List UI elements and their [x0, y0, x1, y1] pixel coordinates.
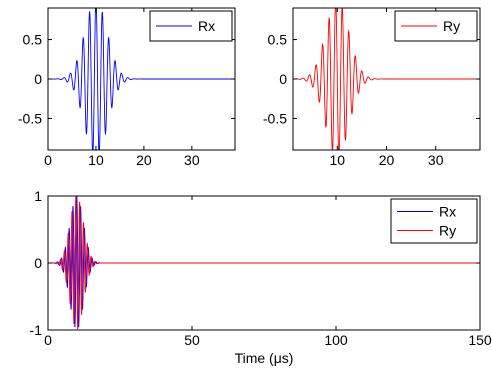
y-tick-label: -1: [30, 322, 43, 338]
x-tick-label: 10: [88, 152, 104, 168]
legend-label-ry: Ry: [443, 18, 460, 34]
y-tick-label: 0: [34, 255, 42, 271]
x-tick-label: 50: [184, 332, 200, 348]
y-tick-label: -0.5: [263, 110, 287, 126]
y-tick-label: 1: [34, 188, 42, 204]
series-line-rx: [48, 8, 235, 150]
x-tick-label: 150: [468, 332, 492, 348]
x-tick-label: 100: [324, 332, 348, 348]
legend: Rx Ry: [390, 198, 478, 244]
y-tick-label: 0: [279, 71, 287, 87]
x-tick-label: 0: [44, 332, 52, 348]
x-tick-label: 10: [330, 152, 346, 168]
series-line-ry: [293, 8, 480, 150]
y-tick-label: 0.5: [23, 32, 43, 48]
legend: Rx: [149, 10, 233, 42]
x-tick-label: 20: [379, 152, 395, 168]
series-line-ry: [48, 196, 480, 330]
chart-2: 10 20 30 0.5 0 -0.5 Ry: [263, 7, 481, 168]
legend-label-rx: Rx: [439, 204, 456, 220]
legend: Ry: [394, 10, 478, 42]
x-axis-label: Time (μs): [235, 350, 294, 366]
y-tick-label: 0.5: [268, 32, 288, 48]
y-tick-label: 0: [34, 71, 42, 87]
legend-label-ry: Ry: [439, 223, 456, 239]
legend-box: [390, 198, 478, 244]
legend-label-rx: Rx: [198, 18, 215, 34]
x-tick-label: 30: [184, 152, 200, 168]
chart-1: 0 10 20 30 0.5 0 -0.5 Rx: [18, 7, 236, 168]
x-tick-label: 30: [428, 152, 444, 168]
y-tick-label: -0.5: [18, 110, 42, 126]
x-tick-label: 20: [136, 152, 152, 168]
x-tick-label: 0: [44, 152, 52, 168]
